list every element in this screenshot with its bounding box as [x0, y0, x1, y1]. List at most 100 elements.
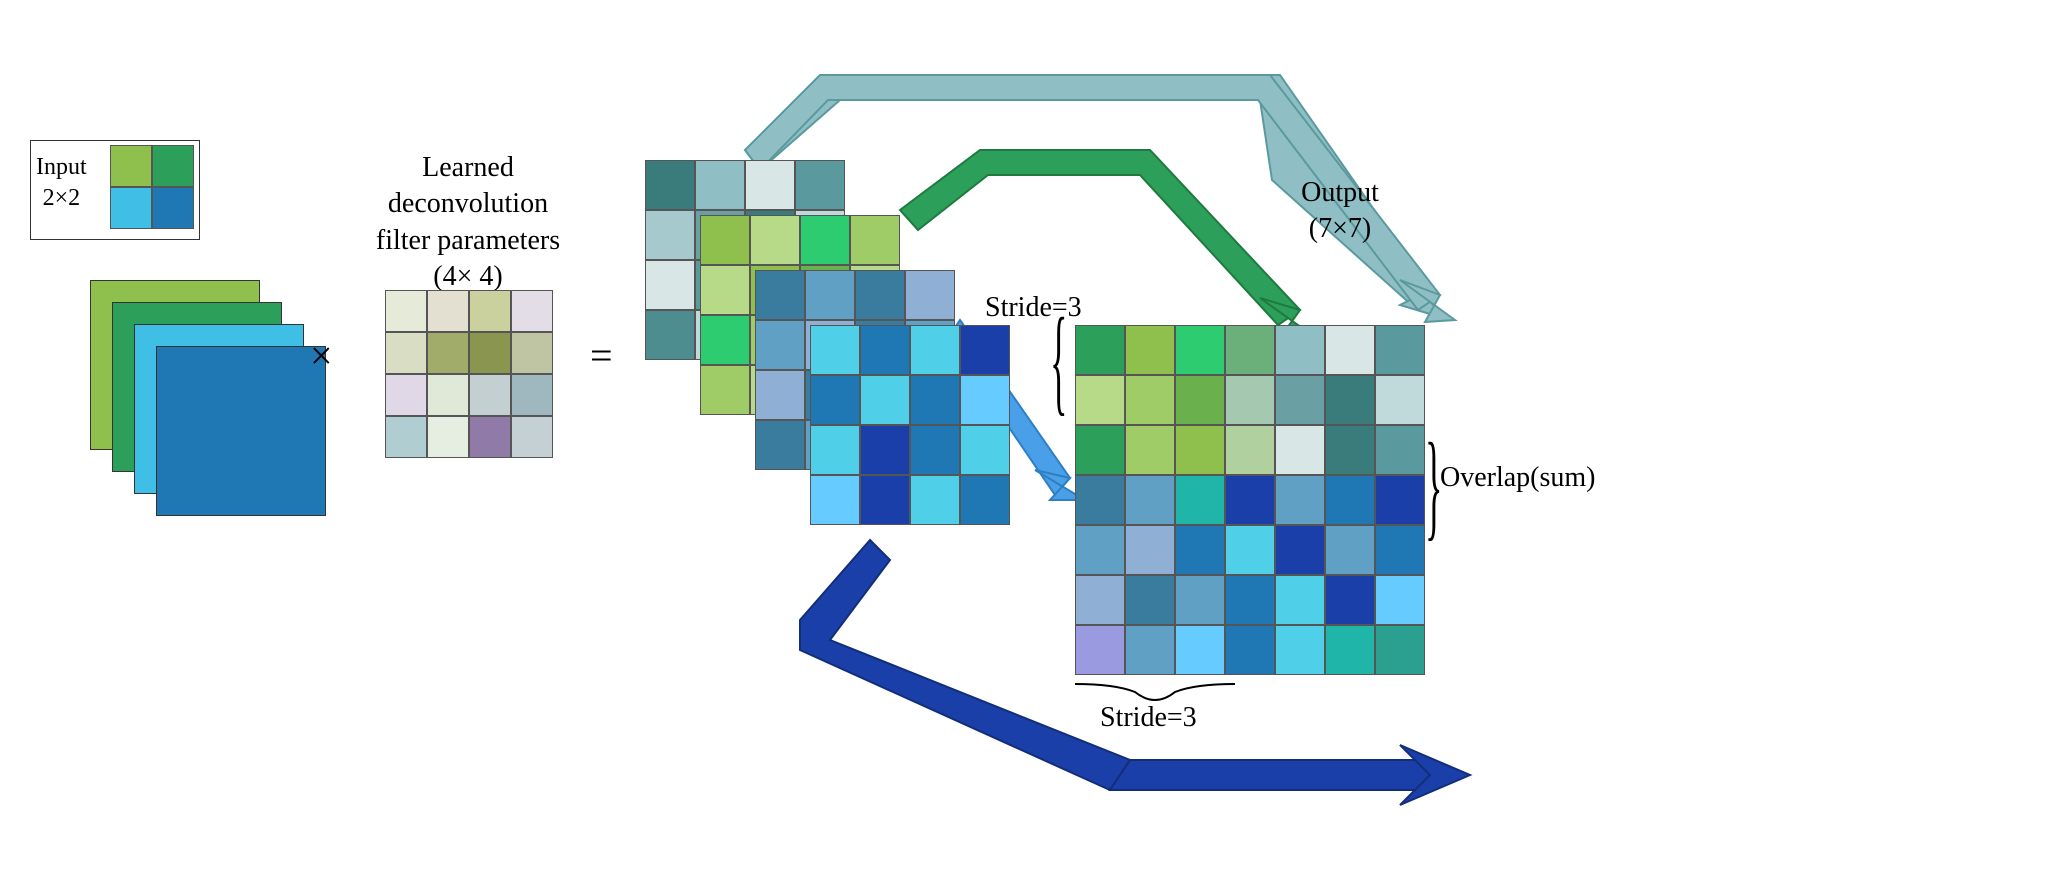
output-cell	[1325, 375, 1375, 425]
output-cell	[1175, 475, 1225, 525]
equals-symbol: =	[590, 330, 613, 382]
mid-cell	[910, 425, 960, 475]
output-cell	[1125, 325, 1175, 375]
output-cell	[1275, 625, 1325, 675]
mid-cell	[695, 160, 745, 210]
mid-cell	[860, 475, 910, 525]
output-cell	[1275, 325, 1325, 375]
output-cell	[1325, 475, 1375, 525]
mid-cell	[755, 320, 805, 370]
mid-cell	[960, 425, 1010, 475]
mid-cell	[810, 375, 860, 425]
mid-cell	[645, 260, 695, 310]
input-label: Input 2×2	[36, 152, 87, 214]
mid-cell	[755, 270, 805, 320]
output-cell	[1325, 625, 1375, 675]
mid-cell	[700, 365, 750, 415]
filter-cell	[511, 332, 553, 374]
mid-cell	[755, 420, 805, 470]
output-cell	[1125, 425, 1175, 475]
input-2x2-grid	[110, 145, 194, 229]
filter-cell	[385, 290, 427, 332]
filter-cell	[469, 374, 511, 416]
output-cell	[1325, 575, 1375, 625]
output-cell	[1225, 625, 1275, 675]
output-cell	[1375, 575, 1425, 625]
mid-cell	[700, 315, 750, 365]
mid-cell	[860, 375, 910, 425]
output-cell	[1325, 325, 1375, 375]
mid-cell	[860, 425, 910, 475]
output-cell	[1075, 475, 1125, 525]
mid-cell	[910, 375, 960, 425]
output-cell	[1225, 425, 1275, 475]
stride-label-bottom: Stride=3	[1100, 700, 1197, 736]
filter-cell	[427, 374, 469, 416]
mid-cell	[750, 215, 800, 265]
mid-cell	[960, 375, 1010, 425]
mid-cell	[960, 325, 1010, 375]
output-cell	[1125, 625, 1175, 675]
overlap-label: Overlap(sum)	[1440, 460, 1596, 496]
times-symbol: ×	[310, 330, 333, 382]
input-cell	[110, 145, 152, 187]
output-cell	[1175, 625, 1225, 675]
output-cell	[1075, 425, 1125, 475]
output-cell	[1225, 475, 1275, 525]
output-cell	[1125, 475, 1175, 525]
mid-cell	[850, 215, 900, 265]
output-cell	[1225, 375, 1275, 425]
filter-cell	[511, 374, 553, 416]
output-cell	[1125, 375, 1175, 425]
output-cell	[1075, 575, 1125, 625]
output-cell	[1225, 525, 1275, 575]
arrow-dark2	[1110, 760, 1430, 790]
output-cell	[1175, 425, 1225, 475]
output-cell	[1075, 625, 1125, 675]
stack-square	[156, 346, 326, 516]
mid-cell	[645, 310, 695, 360]
mid-cell	[960, 475, 1010, 525]
mid-cell	[755, 370, 805, 420]
input-cell	[152, 187, 194, 229]
filter-cell	[385, 374, 427, 416]
filter-cell	[427, 332, 469, 374]
output-cell	[1375, 625, 1425, 675]
mid-cell	[910, 475, 960, 525]
mid-cell	[855, 270, 905, 320]
output-cell	[1275, 425, 1325, 475]
output-cell	[1075, 375, 1125, 425]
mid-cell	[795, 160, 845, 210]
output-cell	[1075, 325, 1125, 375]
filter-cell	[511, 290, 553, 332]
filter-cell	[469, 332, 511, 374]
mid-cell	[860, 325, 910, 375]
filter-cell	[511, 416, 553, 458]
output-cell	[1175, 375, 1225, 425]
output-title: Output (7×7)	[1250, 175, 1430, 248]
brace-left: {	[1050, 300, 1067, 420]
output-cell	[1325, 425, 1375, 475]
input-cell	[110, 187, 152, 229]
brace-bottom	[1075, 682, 1235, 702]
filter-title: Learned deconvolution filter parameters …	[338, 150, 598, 296]
mid-cell	[645, 160, 695, 210]
output-cell	[1325, 525, 1375, 575]
mid-cell	[810, 325, 860, 375]
output-cell	[1125, 575, 1175, 625]
output-cell	[1275, 375, 1325, 425]
output-cell	[1175, 575, 1225, 625]
filter-4x4-grid	[385, 290, 553, 458]
filter-cell	[427, 290, 469, 332]
output-cell	[1375, 425, 1425, 475]
arrow-green	[900, 150, 1300, 325]
mid-cell	[745, 160, 795, 210]
filter-cell	[385, 332, 427, 374]
output-cell	[1375, 325, 1425, 375]
filter-cell	[469, 290, 511, 332]
output-cell	[1375, 375, 1425, 425]
output-cell	[1275, 475, 1325, 525]
output-cell	[1175, 325, 1225, 375]
mid-cell	[700, 265, 750, 315]
filter-cell	[469, 416, 511, 458]
